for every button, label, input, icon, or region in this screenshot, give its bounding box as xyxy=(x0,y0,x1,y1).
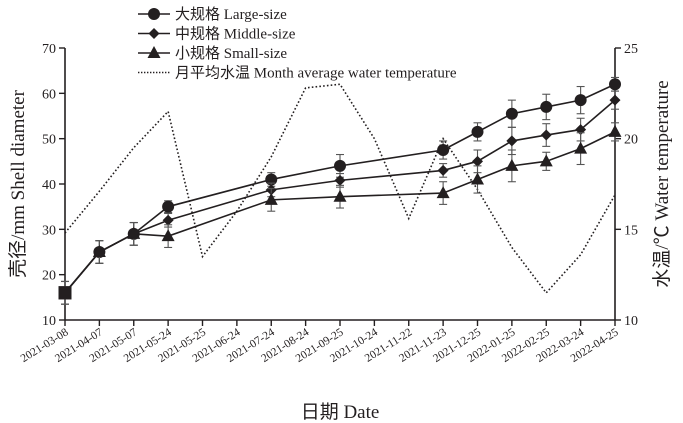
y2-axis-title: 水温/℃ Water temperature xyxy=(651,80,673,287)
y-tick-label: 50 xyxy=(42,133,56,148)
data-point xyxy=(574,141,588,154)
y-tick-label: 40 xyxy=(42,178,56,193)
data-point xyxy=(436,186,450,199)
data-point xyxy=(265,173,278,186)
y2-tick-label: 10 xyxy=(624,314,638,329)
data-point xyxy=(472,155,483,167)
data-point xyxy=(505,158,519,171)
legend-label: 大规格 Large-size xyxy=(175,6,287,23)
data-point xyxy=(609,94,621,106)
legend-label: 中规格 Middle-size xyxy=(175,26,296,43)
data-point xyxy=(540,100,553,113)
y2-tick-label: 20 xyxy=(624,133,638,148)
data-point xyxy=(506,135,518,147)
data-point xyxy=(162,200,175,213)
y2-tick-label: 25 xyxy=(624,42,638,57)
y-tick-label: 70 xyxy=(42,42,56,57)
axes: 10203040506070101520252021-03-082021-04-… xyxy=(19,42,638,365)
data-point xyxy=(334,159,346,172)
legend-marker-diamond-icon xyxy=(148,28,160,39)
data-point xyxy=(58,286,72,300)
data-point xyxy=(471,125,484,138)
data-point xyxy=(162,214,174,226)
y2-tick-label: 15 xyxy=(624,223,638,238)
data-point xyxy=(437,164,449,176)
series-triangle xyxy=(58,122,622,305)
x-axis-title: 日期 Date xyxy=(301,401,380,423)
legend-item: 月平均水温 Month average water temperature xyxy=(138,65,457,82)
legend-marker-triangle-icon xyxy=(147,46,161,58)
shell-series xyxy=(58,76,622,305)
data-point xyxy=(574,94,587,107)
legend-label: 小规格 Small-size xyxy=(175,45,287,62)
data-point xyxy=(127,226,141,239)
data-point xyxy=(609,78,621,91)
legend-label: 月平均水温 Month average water temperature xyxy=(175,65,457,82)
legend-item: 小规格 Small-size xyxy=(138,45,287,62)
legend-item: 中规格 Middle-size xyxy=(138,26,296,43)
series-line xyxy=(64,131,616,294)
data-point xyxy=(92,245,106,257)
data-point xyxy=(161,229,175,242)
data-point xyxy=(264,192,278,205)
y-axis-title: 壳径/mm Shell diameter xyxy=(7,89,29,278)
data-point xyxy=(608,124,622,137)
y-tick-label: 60 xyxy=(42,87,56,102)
y-tick-label: 30 xyxy=(42,223,56,238)
data-point xyxy=(471,172,484,185)
data-point xyxy=(505,107,518,120)
y-tick-label: 20 xyxy=(42,269,56,284)
data-point xyxy=(333,189,347,202)
legend-marker-circle-icon xyxy=(148,8,160,20)
data-point xyxy=(437,144,450,156)
data-point xyxy=(540,129,552,141)
legend: 大规格 Large-size 中规格 Middle-size 小规格 Small-s… xyxy=(138,6,457,82)
data-point xyxy=(539,154,553,167)
data-point xyxy=(334,174,346,186)
legend-item: 大规格 Large-size xyxy=(138,6,287,23)
y-tick-label: 10 xyxy=(42,314,56,329)
